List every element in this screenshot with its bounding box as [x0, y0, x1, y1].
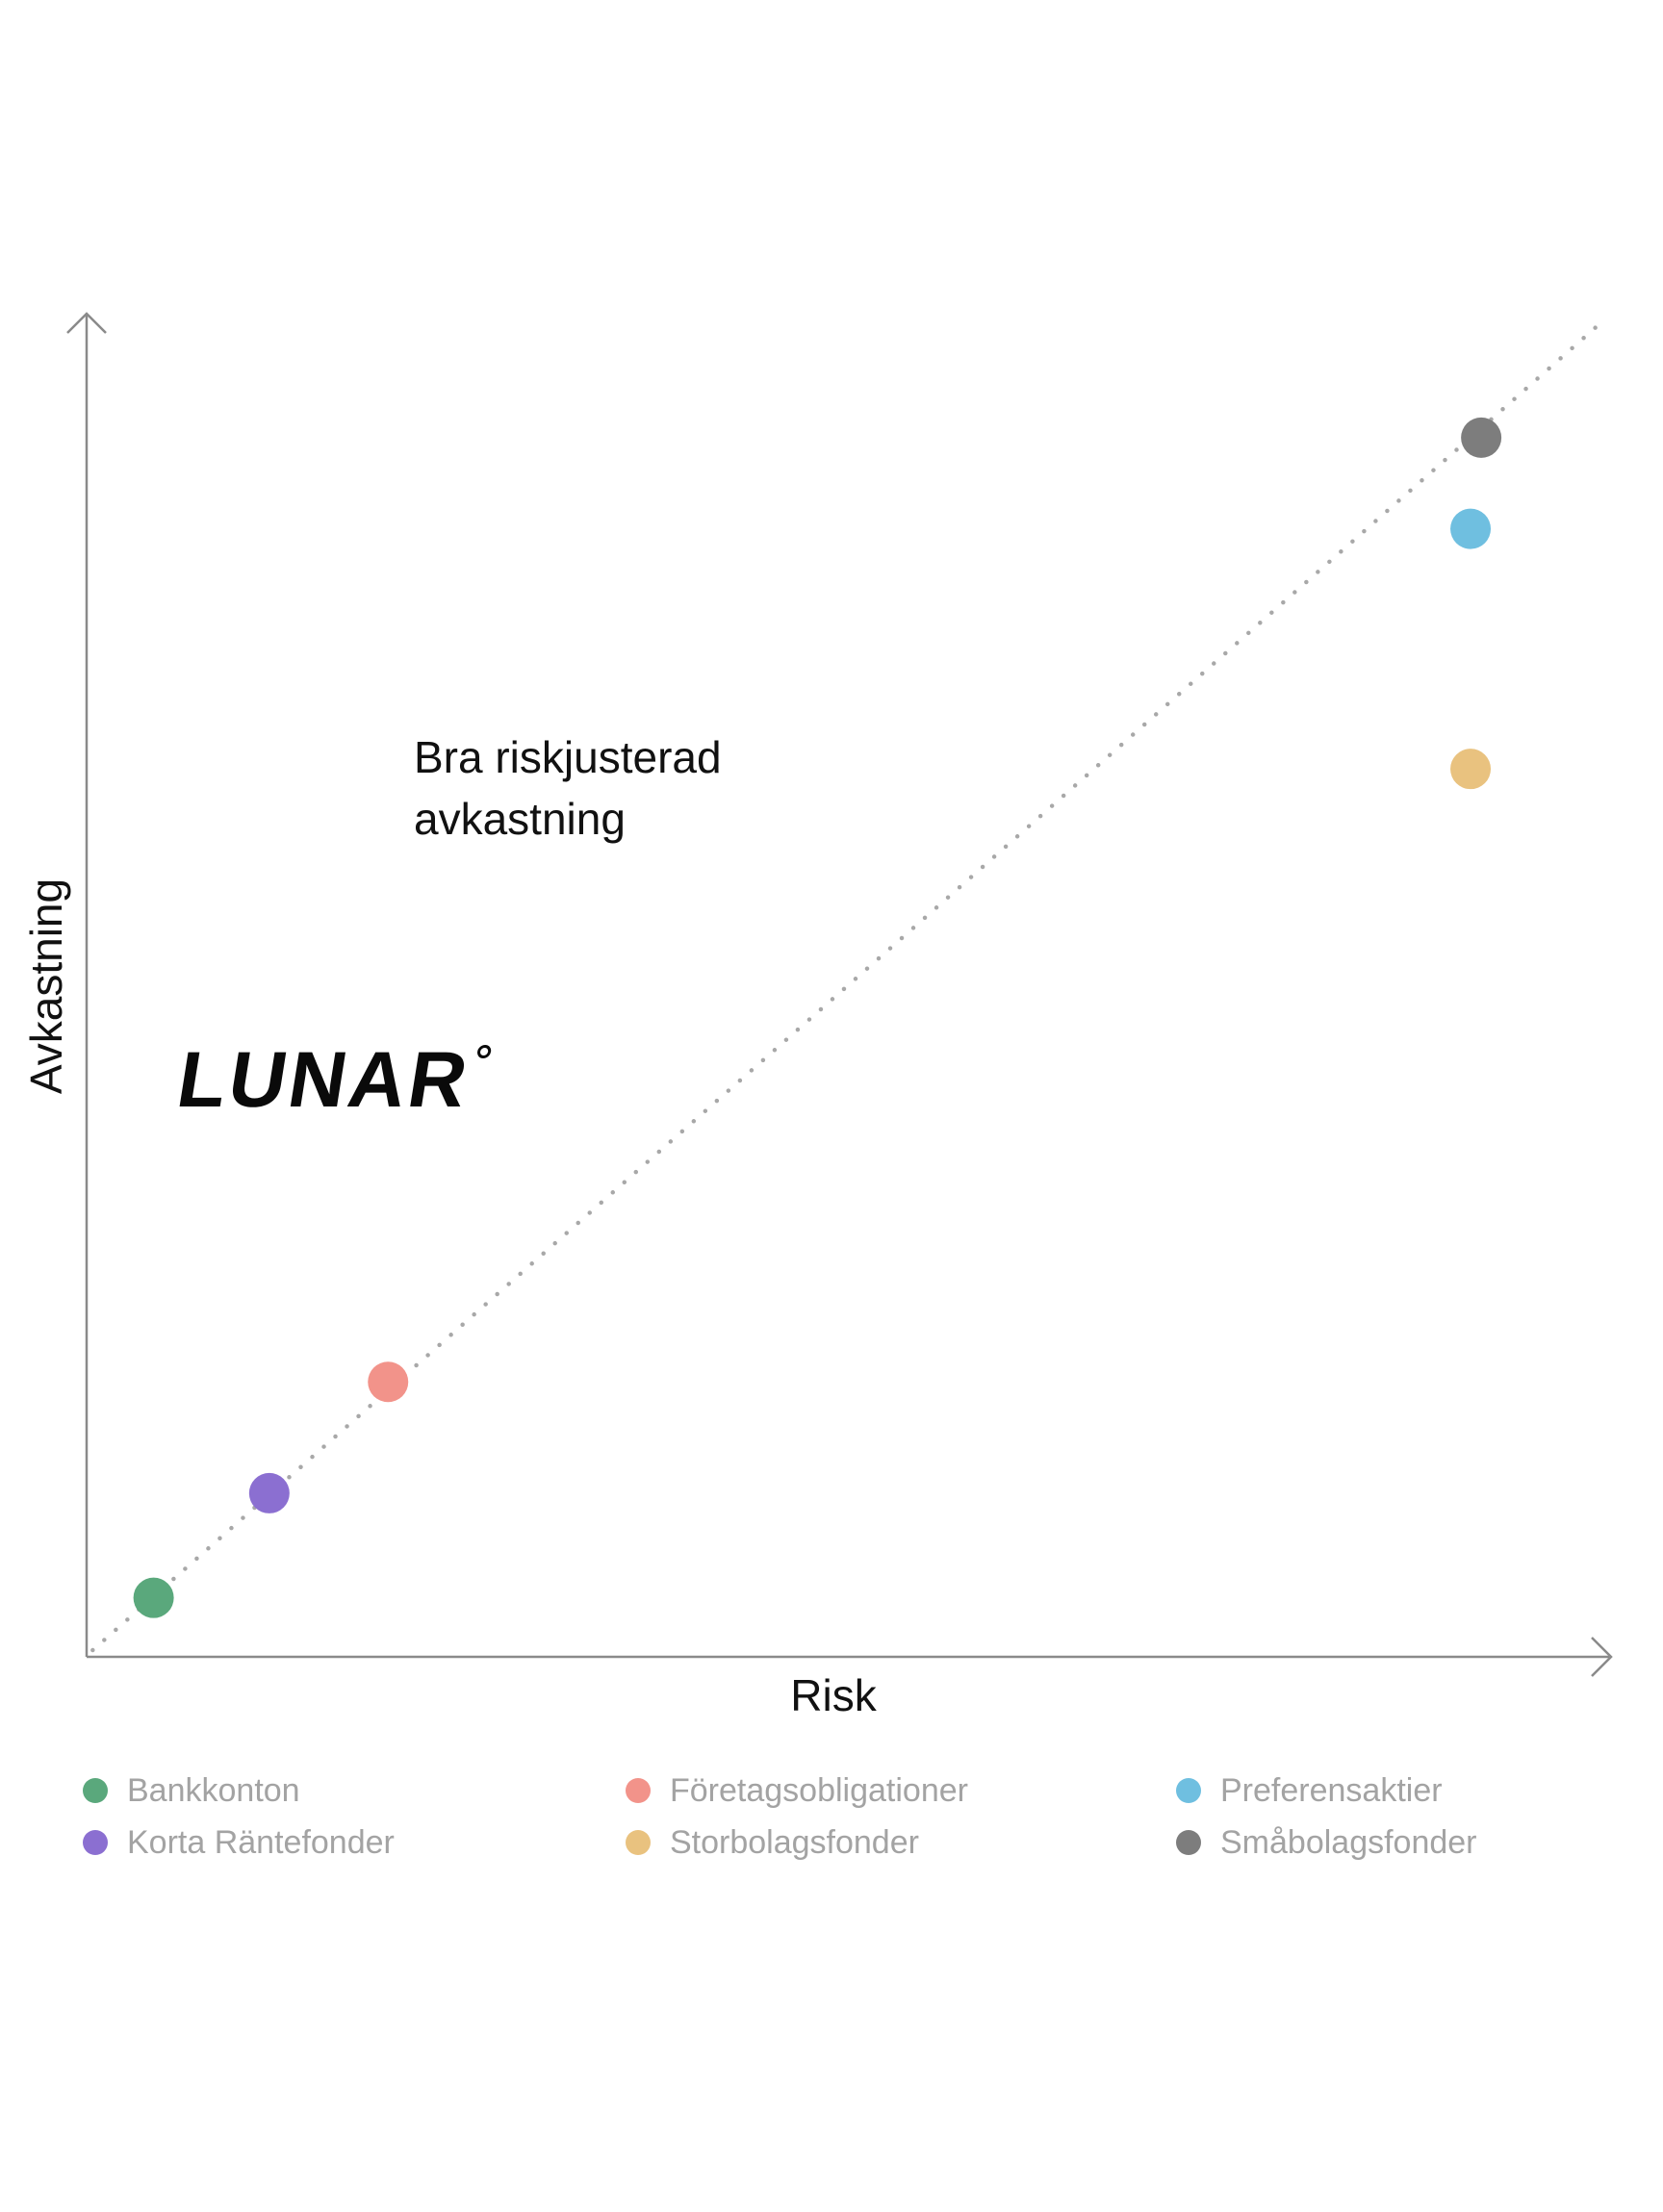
- data-point-preferensaktier: [1450, 508, 1492, 549]
- lunar-logo: LUNAR: [169, 1036, 493, 1137]
- logo-text: LUNAR: [171, 1036, 476, 1124]
- y-axis-label: Avkastning: [21, 878, 71, 1094]
- trend-line: [90, 322, 1601, 1653]
- data-point-korta-räntefonder: [248, 1472, 290, 1513]
- y-axis-arrow: [66, 312, 107, 334]
- annotation-line-1: Bra riskjusterad: [414, 732, 722, 782]
- data-points: [133, 417, 1502, 1618]
- annotation-line-2: avkastning: [414, 794, 626, 844]
- data-point-storbolagsfonder: [1450, 749, 1492, 790]
- data-point-bankkonton: [133, 1577, 174, 1618]
- x-axis-label: Risk: [790, 1670, 877, 1720]
- data-point-företagsobligationer: [368, 1361, 409, 1403]
- x-axis-arrow: [1591, 1637, 1613, 1677]
- data-point-småbolagsfonder: [1461, 417, 1502, 458]
- logo-registered-mark: [475, 1045, 493, 1058]
